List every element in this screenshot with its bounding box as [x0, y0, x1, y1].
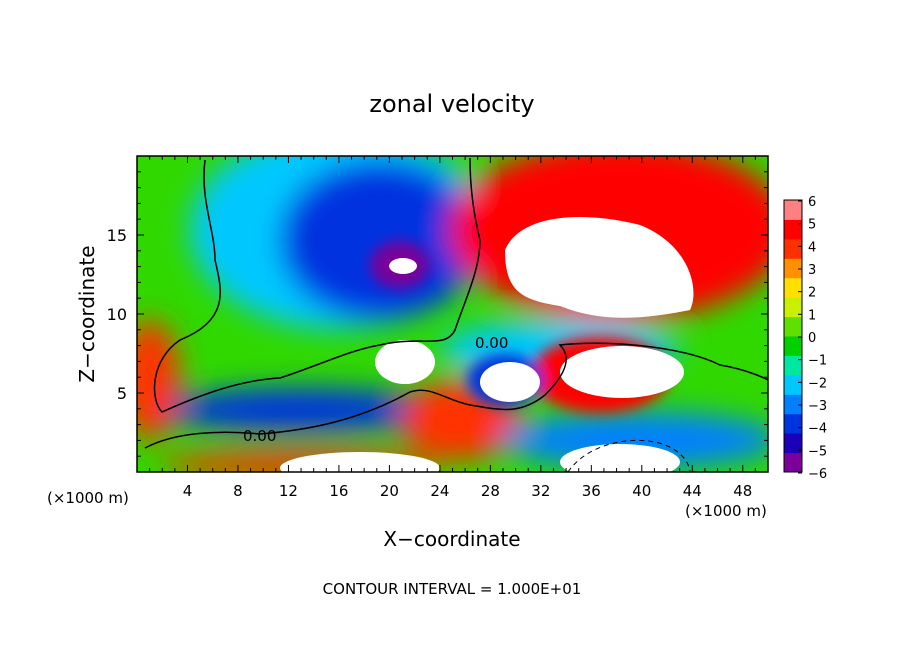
colorbar-tick-label: 5	[808, 218, 816, 233]
contour-interval-note: CONTOUR INTERVAL = 1.000E+01	[323, 580, 582, 598]
colorbar-segment	[784, 413, 802, 434]
x-tick-label: 12	[279, 482, 298, 500]
colorbar-segment	[784, 258, 802, 279]
colorbar-segment	[784, 433, 802, 454]
colorbar-segment	[784, 374, 802, 395]
y-tick-label: 15	[107, 226, 127, 245]
colorbar-tick-label: −2	[808, 376, 827, 391]
colorbar-segment	[784, 355, 802, 376]
saturated-region-bottom	[280, 452, 440, 472]
dashed-contour	[567, 439, 691, 472]
x-tick-label: 20	[380, 482, 399, 500]
colorbar-tick-label: 0	[808, 331, 816, 346]
x-unit-right: (×1000 m)	[685, 502, 767, 520]
colorbar-segment	[784, 238, 802, 259]
colorbar-segment	[784, 219, 802, 240]
x-tick-label: 36	[582, 482, 601, 500]
saturated-region-bottom-right	[560, 444, 680, 472]
colorbar-segment	[784, 452, 802, 473]
heatmap-field	[137, 156, 768, 472]
x-tick-label: 32	[531, 482, 550, 500]
colorbar-tick-label: 1	[808, 308, 816, 323]
colorbar-tick-label: 6	[808, 195, 816, 210]
colorbar-segment	[784, 277, 802, 298]
x-tick-label: 16	[329, 482, 348, 500]
x-tick-label: 4	[183, 482, 193, 500]
x-tick-label: 44	[683, 482, 702, 500]
colorbar-segment	[784, 394, 802, 415]
colorbar-tick-label: 4	[808, 240, 816, 255]
y-tick-label: 5	[117, 384, 127, 403]
y-axis-ticks: 5 10 15	[107, 171, 768, 457]
colorbar-tick-label: −5	[808, 444, 827, 459]
x-axis-ticks: 4 8 12 16 20 24 28 32 36 40 44 48	[149, 156, 756, 500]
saturated-region-upper	[505, 217, 694, 318]
x-unit-left: (×1000 m)	[47, 489, 129, 507]
x-tick-label: 28	[481, 482, 500, 500]
colorbar-frame	[783, 199, 803, 473]
colorbar-tick-label: −6	[808, 467, 827, 482]
colorbar-segment	[784, 316, 802, 337]
x-tick-label: 8	[233, 482, 243, 500]
x-tick-label: 48	[733, 482, 752, 500]
colorbar-segment	[784, 336, 802, 356]
colorbar-tick-label: 2	[808, 286, 816, 301]
saturated-region-left	[375, 340, 435, 384]
y-tick-label: 10	[107, 305, 127, 324]
contour-label-upper: 0.00	[475, 334, 508, 352]
contour-label-lower: 0.00	[243, 427, 276, 445]
chart-title: zonal velocity	[369, 90, 534, 118]
colorbar-tick-label: 3	[808, 263, 816, 278]
colorbar-tick-label: −4	[808, 422, 827, 437]
saturated-region-top	[389, 258, 417, 274]
y-axis-label: Z−coordinate	[75, 245, 99, 382]
zero-contour-lower	[144, 342, 768, 449]
x-axis-label: X−coordinate	[383, 527, 520, 551]
saturated-region-right	[560, 346, 684, 398]
colorbar-segment	[784, 297, 802, 318]
saturated-region-center	[480, 362, 540, 402]
colorbar-tick-label: −1	[808, 354, 827, 369]
x-tick-label: 24	[430, 482, 449, 500]
x-tick-label: 40	[632, 482, 651, 500]
colorbar: 6 5 4 3 2 1 0 −1 −2 −3 −4 −5 −6	[783, 195, 827, 482]
colorbar-segment	[784, 200, 802, 220]
zero-contour-upper	[153, 157, 481, 413]
colorbar-tick-label: −3	[808, 399, 827, 414]
